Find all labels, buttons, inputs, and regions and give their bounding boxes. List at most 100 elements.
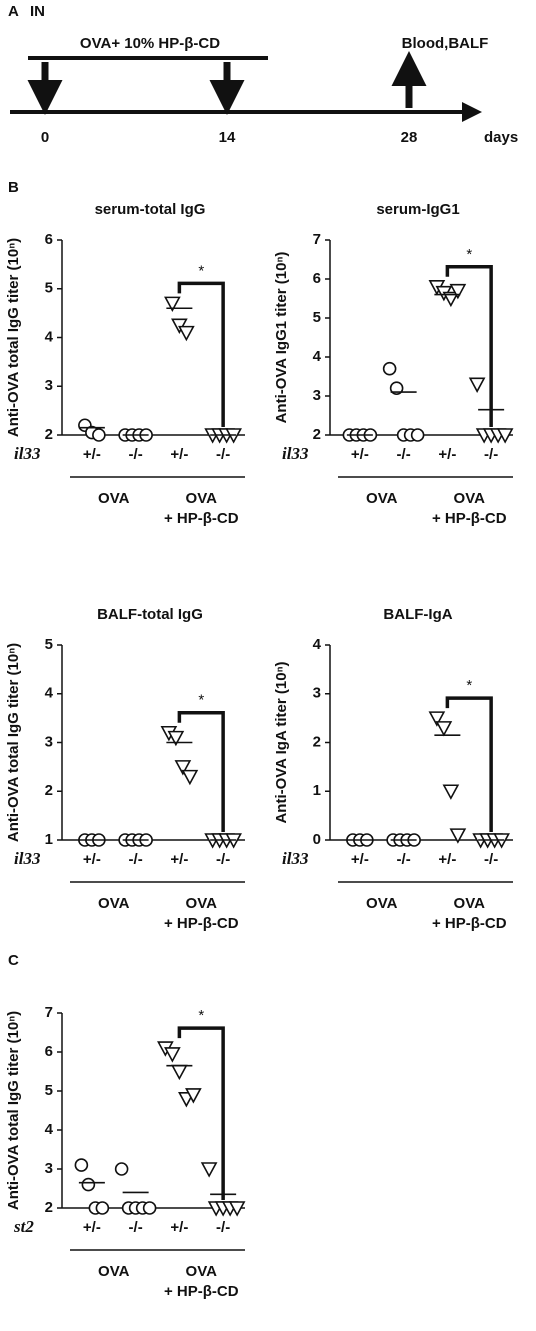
data-point	[428, 711, 446, 727]
chart-title: serum-total IgG	[95, 201, 206, 218]
x-tick-label: +/-	[83, 851, 101, 868]
y-axis-label: Anti-OVA total IgG titer (10ⁿ)	[5, 1011, 22, 1210]
group-label: OVA	[186, 490, 218, 507]
data-point	[171, 1064, 188, 1081]
day-label: 28	[401, 129, 418, 146]
group-label: + HP-β-CD	[164, 915, 239, 932]
group-label: + HP-β-CD	[432, 915, 507, 932]
data-point	[449, 828, 467, 844]
significance-bracket	[177, 1026, 225, 1200]
significance-bracket	[177, 281, 225, 427]
panel-label: C	[8, 952, 19, 969]
data-point	[410, 428, 425, 442]
y-tick-label: 2	[313, 733, 321, 750]
data-point	[442, 784, 460, 800]
genotype-label: il33	[282, 849, 309, 868]
significance-bracket	[445, 696, 493, 832]
data-point	[178, 325, 195, 342]
group-label: + HP-β-CD	[164, 1283, 239, 1300]
x-tick-label: +/-	[351, 851, 369, 868]
significance-label: *	[198, 262, 204, 279]
data-point	[74, 1158, 89, 1172]
chart-title: BALF-total IgG	[97, 606, 203, 623]
group-label: OVA	[454, 490, 486, 507]
data-point	[496, 428, 514, 444]
genotype-label: il33	[282, 444, 309, 463]
y-tick-label: 2	[45, 1199, 53, 1216]
data-point	[95, 1201, 110, 1215]
data-point	[468, 377, 486, 393]
x-tick-label: -/-	[216, 446, 230, 463]
x-tick-label: +/-	[438, 446, 456, 463]
y-tick-label: 2	[45, 426, 53, 443]
data-point	[442, 291, 460, 308]
significance-bracket	[445, 265, 493, 427]
y-tick-label: 5	[45, 636, 53, 653]
x-tick-label: +/-	[438, 851, 456, 868]
genotype-label: st2	[13, 1217, 34, 1236]
y-tick-label: 1	[45, 831, 53, 848]
y-tick-label: 6	[45, 231, 53, 248]
y-axis-label: Anti-OVA IgA titer (10ⁿ)	[273, 661, 290, 823]
x-tick-label: -/-	[484, 851, 498, 868]
data-point	[382, 361, 397, 376]
y-tick-label: 3	[45, 377, 53, 394]
data-point	[142, 1201, 157, 1215]
x-tick-label: +/-	[83, 446, 101, 463]
data-point	[174, 760, 192, 776]
data-point	[164, 296, 181, 313]
group-label: OVA	[366, 490, 398, 507]
data-point	[449, 283, 467, 300]
y-axis-label: Anti-OVA total IgG titer (10ⁿ)	[5, 643, 22, 842]
group-label: OVA	[98, 490, 130, 507]
data-point	[228, 1201, 246, 1217]
significance-label: *	[466, 677, 472, 694]
y-tick-label: 2	[45, 782, 53, 799]
data-point	[435, 721, 453, 737]
y-tick-label: 5	[45, 280, 53, 297]
x-tick-label: -/-	[397, 851, 411, 868]
data-point	[200, 1162, 218, 1178]
x-tick-label: -/-	[484, 446, 498, 463]
panel-label: A	[8, 3, 19, 20]
x-tick-label: -/-	[216, 851, 230, 868]
data-point	[171, 318, 188, 335]
y-tick-label: 1	[313, 782, 321, 799]
y-tick-label: 5	[313, 309, 321, 326]
y-tick-label: 6	[313, 270, 321, 287]
significance-label: *	[198, 1007, 204, 1024]
x-tick-label: +/-	[83, 1219, 101, 1236]
significance-label: *	[466, 246, 472, 263]
y-tick-label: 3	[313, 387, 321, 404]
y-tick-label: 7	[45, 1004, 53, 1021]
panel-label: B	[8, 179, 19, 196]
x-tick-label: +/-	[170, 851, 188, 868]
data-point	[164, 1047, 181, 1063]
data-point	[181, 769, 199, 786]
y-tick-label: 3	[313, 685, 321, 702]
unit-label: days	[484, 129, 518, 146]
data-point	[185, 1088, 202, 1104]
x-tick-label: -/-	[129, 1219, 143, 1236]
group-label: OVA	[454, 895, 486, 912]
group-label: OVA	[186, 895, 218, 912]
y-axis-label: Anti-OVA IgG1 titer (10ⁿ)	[273, 252, 290, 424]
data-point	[81, 1177, 96, 1192]
treatment-label: OVA+ 10% HP-β-CD	[80, 35, 220, 52]
group-label: OVA	[186, 1263, 218, 1280]
y-tick-label: 2	[313, 426, 321, 443]
y-tick-label: 3	[45, 1160, 53, 1177]
day-label: 0	[41, 129, 49, 146]
route-label: IN	[30, 3, 45, 20]
group-label: + HP-β-CD	[164, 510, 239, 527]
x-tick-label: +/-	[170, 446, 188, 463]
data-point	[114, 1162, 129, 1176]
data-point	[167, 730, 185, 747]
y-tick-label: 4	[45, 685, 54, 702]
day-label: 14	[219, 129, 236, 146]
x-tick-label: -/-	[129, 851, 143, 868]
y-axis-label: Anti-OVA total IgG titer (10ⁿ)	[5, 238, 22, 437]
x-tick-label: +/-	[170, 1219, 188, 1236]
